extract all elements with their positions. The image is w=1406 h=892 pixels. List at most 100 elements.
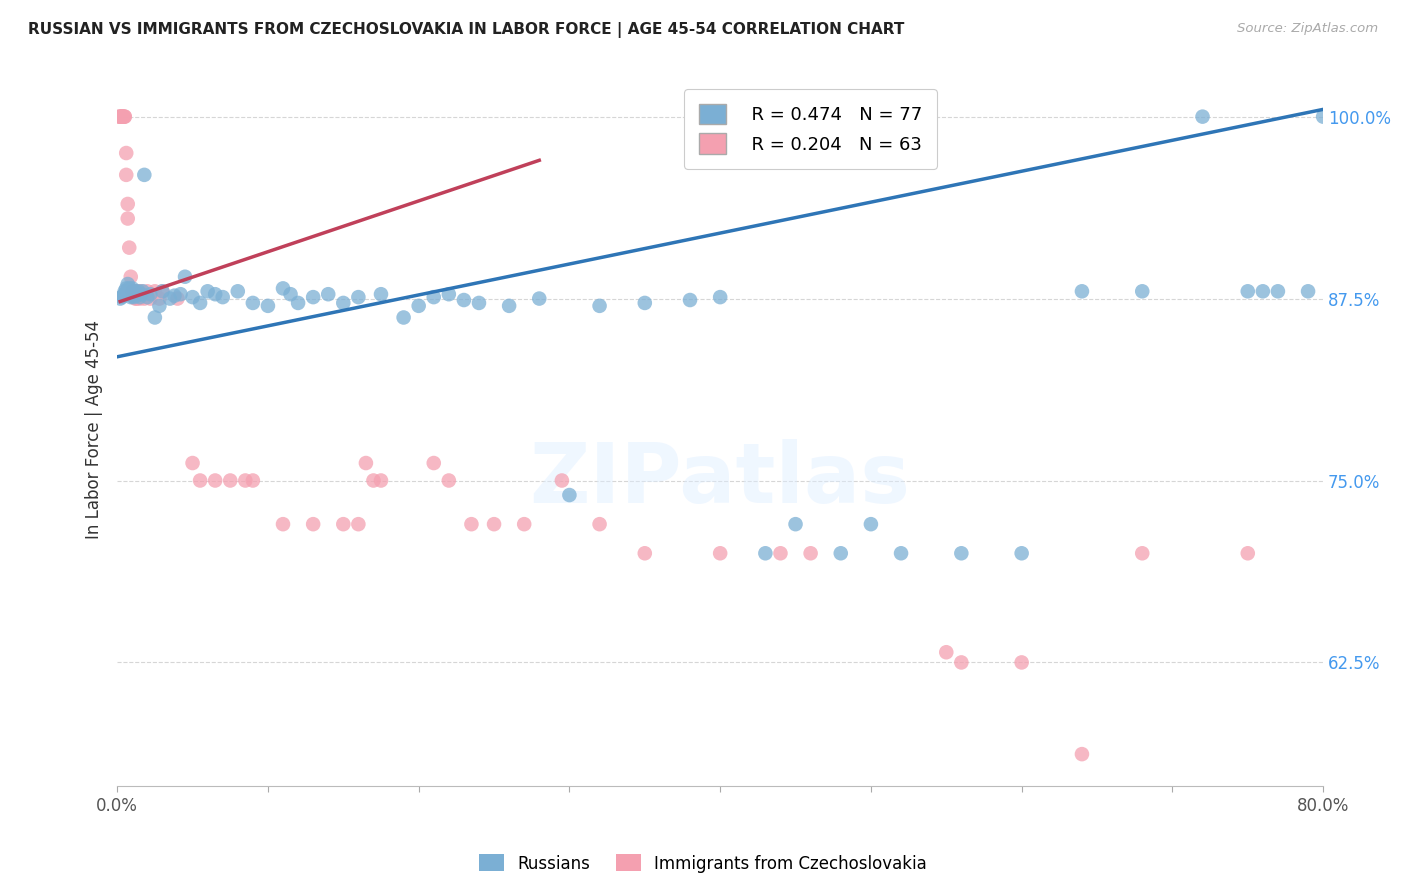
Point — [242, 474, 264, 488]
Point — [114, 285, 136, 299]
Point — [204, 474, 226, 488]
Point — [121, 285, 143, 299]
Point — [124, 285, 146, 299]
Point — [769, 546, 792, 560]
Point — [122, 290, 145, 304]
Point — [111, 110, 134, 124]
Point — [127, 285, 149, 299]
Point — [370, 474, 392, 488]
Point — [121, 285, 143, 299]
Point — [117, 277, 139, 291]
Point — [332, 296, 354, 310]
Point — [588, 299, 610, 313]
Point — [950, 546, 973, 560]
Point — [115, 285, 138, 300]
Point — [114, 287, 136, 301]
Point — [588, 517, 610, 532]
Point — [211, 290, 233, 304]
Point — [468, 296, 491, 310]
Point — [128, 292, 150, 306]
Point — [107, 110, 129, 124]
Point — [166, 292, 188, 306]
Point — [148, 299, 170, 313]
Point — [115, 146, 138, 161]
Point — [392, 310, 415, 325]
Point — [152, 285, 174, 299]
Point — [437, 287, 460, 301]
Point — [1011, 656, 1033, 670]
Point — [280, 287, 302, 301]
Point — [111, 290, 134, 304]
Point — [354, 456, 377, 470]
Point — [114, 110, 136, 124]
Point — [108, 110, 131, 124]
Point — [204, 287, 226, 301]
Point — [437, 474, 460, 488]
Point — [118, 287, 141, 301]
Point — [859, 517, 882, 532]
Point — [125, 292, 148, 306]
Point — [163, 288, 186, 302]
Text: ZIPatlas: ZIPatlas — [530, 439, 911, 520]
Point — [709, 546, 731, 560]
Point — [257, 299, 280, 313]
Point — [1191, 110, 1213, 124]
Point — [679, 293, 702, 307]
Point — [136, 285, 159, 299]
Point — [122, 285, 145, 299]
Legend: Russians, Immigrants from Czechoslovakia: Russians, Immigrants from Czechoslovakia — [472, 847, 934, 880]
Point — [422, 456, 444, 470]
Point — [159, 292, 181, 306]
Point — [188, 296, 211, 310]
Point — [115, 281, 138, 295]
Point — [271, 281, 294, 295]
Point — [332, 517, 354, 532]
Text: Source: ZipAtlas.com: Source: ZipAtlas.com — [1237, 22, 1378, 36]
Point — [950, 656, 973, 670]
Point — [131, 287, 153, 301]
Point — [226, 285, 249, 299]
Point — [112, 110, 135, 124]
Point — [114, 110, 136, 124]
Point — [188, 474, 211, 488]
Point — [482, 517, 505, 532]
Point — [1251, 285, 1274, 299]
Point — [634, 546, 657, 560]
Point — [408, 299, 430, 313]
Point — [316, 287, 339, 301]
Point — [122, 287, 145, 301]
Point — [120, 285, 142, 299]
Point — [112, 288, 135, 302]
Point — [529, 292, 551, 306]
Point — [115, 168, 138, 182]
Legend:   R = 0.474   N = 77,   R = 0.204   N = 63: R = 0.474 N = 77, R = 0.204 N = 63 — [685, 89, 936, 169]
Point — [124, 285, 146, 299]
Point — [132, 285, 155, 299]
Point — [121, 288, 143, 302]
Point — [112, 110, 135, 124]
Point — [370, 287, 392, 301]
Point — [1071, 285, 1094, 299]
Point — [271, 517, 294, 532]
Point — [125, 288, 148, 302]
Point — [121, 281, 143, 295]
Point — [131, 285, 153, 299]
Point — [108, 292, 131, 306]
Point — [1130, 285, 1153, 299]
Point — [127, 285, 149, 299]
Point — [233, 474, 256, 488]
Point — [347, 517, 370, 532]
Point — [148, 292, 170, 306]
Point — [302, 517, 325, 532]
Point — [287, 296, 309, 310]
Point — [108, 110, 131, 124]
Point — [498, 299, 520, 313]
Point — [302, 290, 325, 304]
Point — [830, 546, 852, 560]
Point — [1071, 747, 1094, 761]
Point — [1267, 285, 1289, 299]
Point — [112, 110, 135, 124]
Point — [139, 287, 162, 301]
Point — [363, 474, 385, 488]
Point — [152, 285, 174, 299]
